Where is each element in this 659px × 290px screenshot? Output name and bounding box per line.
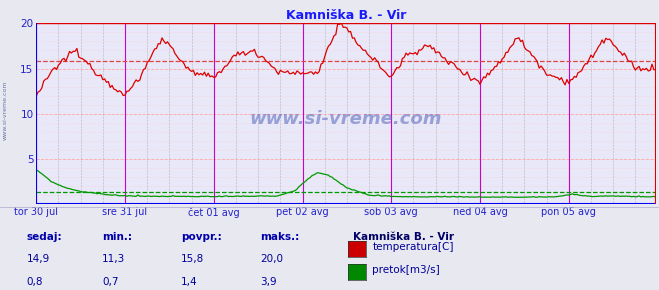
Text: min.:: min.: [102,232,132,242]
Text: sedaj:: sedaj: [26,232,62,242]
Text: 1,4: 1,4 [181,277,198,287]
Text: www.si-vreme.com: www.si-vreme.com [3,80,8,140]
Text: 11,3: 11,3 [102,254,125,264]
Text: pretok[m3/s]: pretok[m3/s] [372,265,440,276]
Text: 15,8: 15,8 [181,254,204,264]
Text: povpr.:: povpr.: [181,232,222,242]
Text: 20,0: 20,0 [260,254,283,264]
Text: maks.:: maks.: [260,232,300,242]
Text: 0,8: 0,8 [26,277,43,287]
Text: Kamniška B. - Vir: Kamniška B. - Vir [353,232,453,242]
Text: 3,9: 3,9 [260,277,277,287]
Text: www.si-vreme.com: www.si-vreme.com [250,110,442,128]
Text: temperatura[C]: temperatura[C] [372,242,454,252]
Text: 14,9: 14,9 [26,254,49,264]
Title: Kamniška B. - Vir: Kamniška B. - Vir [286,9,406,22]
Text: 0,7: 0,7 [102,277,119,287]
